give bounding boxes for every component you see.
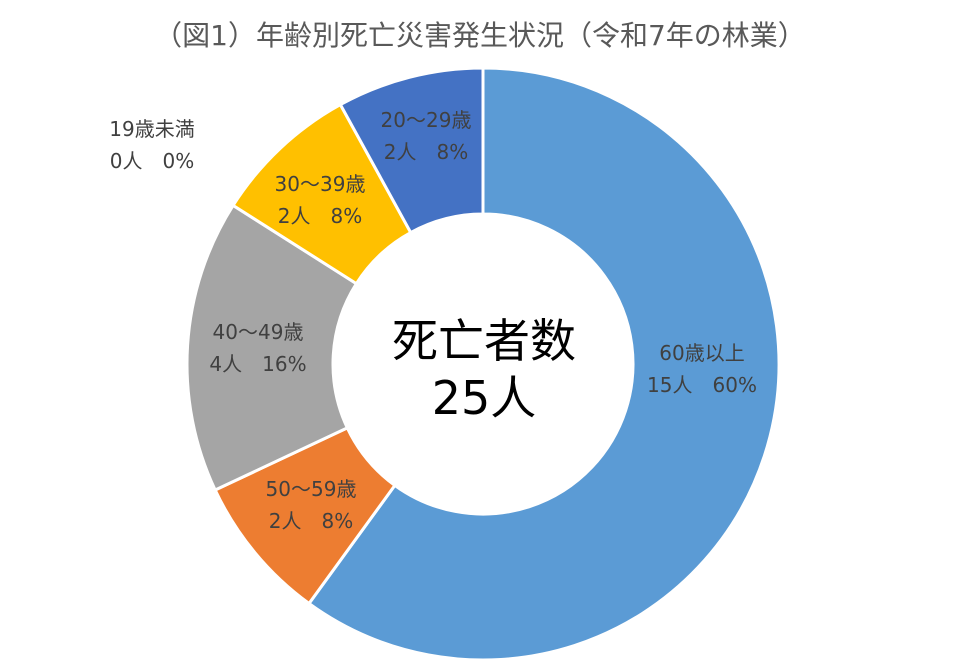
slice-2 (185, 203, 359, 493)
donut-slices (185, 66, 781, 662)
slice-label-category-2: 40～49歳 (213, 320, 304, 344)
slice-label-value-1: 2人 8% (269, 509, 353, 533)
slice-labels: 60歳以上 15人 60% 50～59歳 2人 8% 40～49歳 4人 16% 30～39… (109, 108, 757, 533)
slice-0 (306, 66, 781, 662)
slice-label-value-2: 4人 16% (209, 352, 306, 376)
slice-label-category-5: 19歳未満 (109, 117, 194, 141)
slice-label-category-0: 60歳以上 (659, 341, 744, 365)
slice-label-category-4: 20～29歳 (381, 108, 472, 132)
slice-label-value-4: 2人 8% (384, 140, 468, 164)
slice-label-category-1: 50～59歳 (266, 477, 357, 501)
slice-label-value-0: 15人 60% (647, 373, 757, 397)
center-label-line2: 25人 (432, 371, 537, 425)
slice-label-value-3: 2人 8% (278, 204, 362, 228)
slice-label-category-3: 30～39歳 (275, 172, 366, 196)
chart-title: （図1）年齢別死亡災害発生状況（令和7年の林業） (154, 19, 806, 52)
slice-label-value-5: 0人 0% (110, 149, 194, 173)
slice-4 (338, 66, 485, 235)
center-label-line1: 死亡者数 (392, 314, 576, 368)
